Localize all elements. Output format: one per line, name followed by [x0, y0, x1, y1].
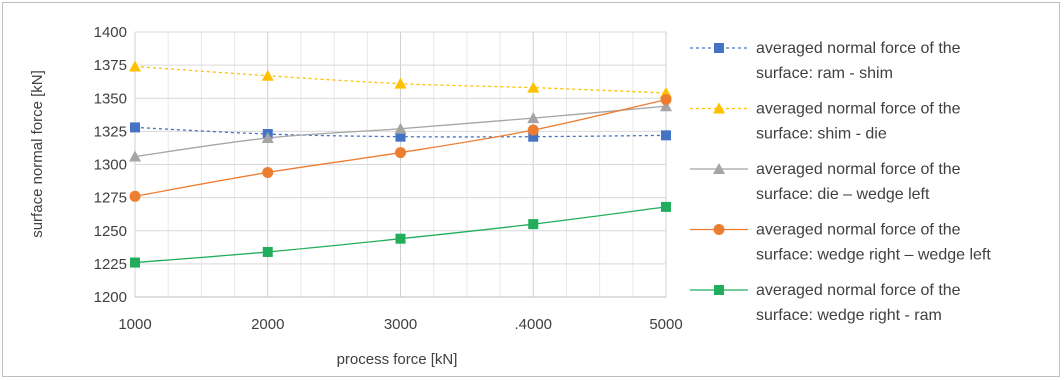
data-point: [395, 131, 406, 142]
data-point: [129, 150, 141, 162]
data-point: [129, 60, 141, 72]
y-tick-label: 1300: [94, 157, 127, 174]
data-point: [661, 130, 671, 141]
legend-label: averaged normal force of the: [756, 222, 961, 239]
data-point: [394, 77, 407, 89]
y-tick-label: 1375: [94, 57, 127, 74]
gridlines: [134, 31, 667, 298]
data-point: [394, 122, 407, 134]
legend-label: surface: die – wedge left: [756, 186, 930, 203]
data-point: [262, 166, 274, 178]
legend-label: surface: wedge right - ram: [756, 307, 942, 324]
data-point: [528, 219, 539, 230]
y-tick-label: 1400: [94, 24, 127, 41]
x-tick-label: 5000: [649, 316, 682, 333]
data-point: [661, 201, 671, 212]
x-axis-ticks: 1000 2000 3000 .4000 5000: [118, 316, 682, 333]
legend-marker: [713, 102, 725, 114]
y-axis-title: surface normal force [kN]: [29, 70, 46, 238]
legend-marker: [714, 43, 724, 53]
legend-label: averaged normal force of the: [756, 101, 961, 118]
y-tick-label: 1250: [94, 223, 127, 240]
legend-item-5: averaged normal force of the surface: wed…: [690, 282, 961, 324]
data-point: [262, 246, 273, 257]
y-tick-label: 1275: [94, 190, 127, 207]
series-5: [130, 201, 671, 268]
legend-marker: [713, 163, 725, 174]
data-point: [130, 257, 140, 268]
x-tick-label: 1000: [118, 316, 151, 333]
legend-label: surface: shim - die: [756, 126, 887, 143]
y-axis-ticks: 1200 1225 1250 1275 1300 1325 1350 1375 1400: [94, 24, 127, 306]
data-point: [527, 124, 539, 136]
x-tick-label: .4000: [514, 316, 552, 333]
data-point: [528, 131, 539, 142]
data-point: [261, 132, 274, 143]
data-point: [660, 100, 672, 112]
data-point: [527, 112, 540, 124]
legend: averaged normal force of the surface: ram…: [690, 40, 991, 324]
series-layer: [129, 60, 672, 268]
data-point: [261, 69, 274, 81]
legend-marker: [714, 285, 724, 295]
y-tick-label: 1200: [94, 289, 127, 306]
data-point: [130, 122, 140, 133]
legend-label: averaged normal force of the: [756, 40, 961, 57]
legend-label: surface: wedge right – wedge left: [756, 247, 991, 264]
data-point: [527, 81, 540, 93]
chart-frame: [2, 2, 1060, 377]
legend-label: averaged normal force of the: [756, 282, 961, 299]
legend-item-1: averaged normal force of the surface: ram…: [690, 40, 961, 82]
x-tick-label: 2000: [251, 316, 284, 333]
data-point: [395, 147, 406, 159]
series-4: [129, 94, 672, 202]
data-point: [129, 190, 141, 202]
legend-label: surface: ram - shim: [756, 65, 893, 82]
legend-marker: [713, 224, 725, 235]
y-tick-label: 1325: [94, 123, 127, 140]
data-point: [660, 94, 672, 106]
legend-label: averaged normal force of the: [756, 161, 961, 178]
series-3: [129, 100, 672, 162]
x-axis-title: process force [kN]: [337, 351, 458, 368]
legend-item-2: averaged normal force of the surface: shi…: [690, 101, 961, 143]
x-tick-label: 3000: [384, 316, 417, 333]
legend-item-3: averaged normal force of the surface: die…: [690, 161, 961, 203]
legend-item-4: averaged normal force of the surface: wed…: [690, 222, 991, 264]
data-point: [395, 233, 406, 244]
y-tick-label: 1350: [94, 90, 127, 107]
y-tick-label: 1225: [94, 256, 127, 273]
